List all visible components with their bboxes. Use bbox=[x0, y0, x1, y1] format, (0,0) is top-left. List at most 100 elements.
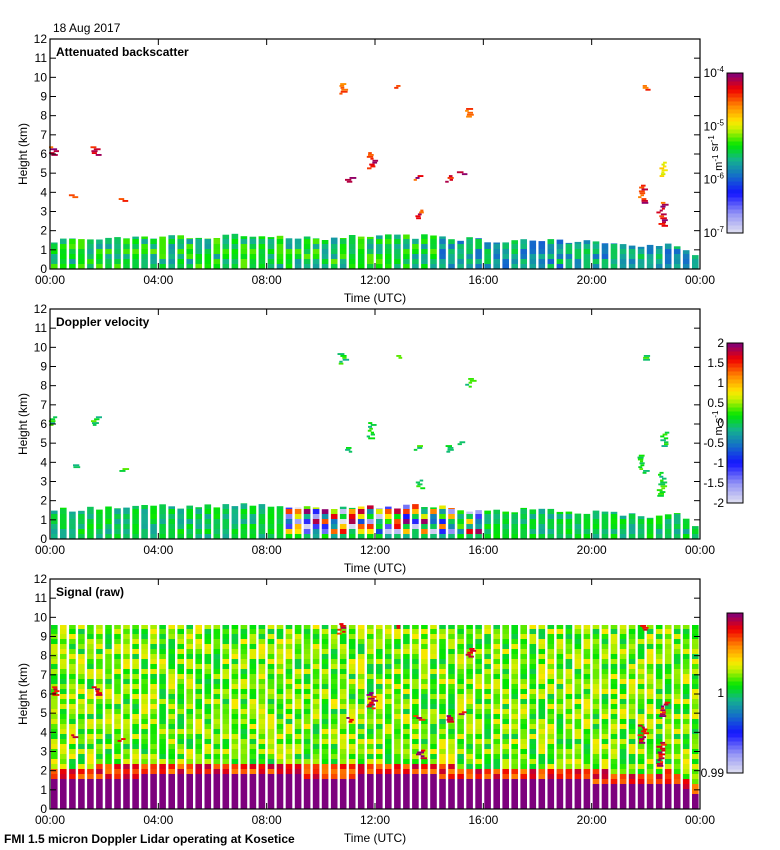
heatmap-cell bbox=[51, 789, 58, 794]
heatmap-cell bbox=[258, 264, 266, 269]
heatmap-cell bbox=[123, 625, 130, 629]
heatmap-cell bbox=[547, 734, 555, 739]
heatmap-cell bbox=[339, 724, 347, 729]
heatmap-cell bbox=[231, 744, 239, 749]
heatmap-cell bbox=[69, 799, 76, 804]
heatmap-cell bbox=[132, 514, 139, 519]
heatmap-cell bbox=[655, 789, 663, 794]
heatmap-cell bbox=[114, 509, 121, 514]
heatmap-cell bbox=[646, 779, 654, 784]
heatmap-cell bbox=[646, 264, 654, 269]
colorbar-swatch bbox=[727, 141, 743, 146]
heatmap-cell bbox=[330, 524, 338, 529]
heatmap-cell bbox=[195, 264, 202, 269]
colorbar-swatch bbox=[727, 133, 743, 138]
heatmap-cell bbox=[412, 524, 419, 529]
heatmap-cell bbox=[96, 739, 103, 744]
heatmap-cell bbox=[421, 739, 428, 744]
heatmap-cell bbox=[258, 639, 266, 644]
heatmap-cell bbox=[213, 654, 221, 659]
heatmap-cell bbox=[430, 654, 437, 659]
heatmap-cell bbox=[132, 259, 139, 264]
cloud-cell bbox=[421, 749, 426, 752]
heatmap-cell bbox=[240, 629, 248, 634]
heatmap-cell bbox=[601, 634, 609, 639]
heatmap-cell bbox=[529, 749, 537, 754]
heatmap-cell bbox=[78, 534, 85, 539]
heatmap-cell bbox=[412, 774, 419, 779]
heatmap-cell bbox=[222, 514, 230, 519]
heatmap-cell bbox=[385, 759, 392, 764]
heatmap-cell bbox=[475, 259, 482, 264]
heatmap-cell bbox=[601, 511, 609, 514]
heatmap-cell bbox=[150, 249, 157, 254]
heatmap-cell bbox=[132, 719, 139, 724]
heatmap-cell bbox=[105, 506, 112, 509]
heatmap-cell bbox=[141, 769, 148, 774]
heatmap-cell bbox=[330, 804, 338, 809]
heatmap-cell bbox=[610, 664, 618, 669]
heatmap-cell bbox=[348, 749, 356, 754]
heatmap-cell bbox=[637, 774, 645, 779]
heatmap-cell bbox=[339, 784, 347, 789]
cloud-cell bbox=[48, 420, 56, 423]
heatmap-cell bbox=[376, 789, 383, 794]
heatmap-cell bbox=[51, 644, 58, 649]
heatmap-cell bbox=[348, 239, 356, 244]
heatmap-cell bbox=[348, 235, 356, 239]
heatmap-cell bbox=[186, 639, 193, 644]
heatmap-cell bbox=[502, 694, 509, 699]
heatmap-cell bbox=[601, 649, 609, 654]
heatmap-cell bbox=[664, 789, 672, 794]
heatmap-cell bbox=[502, 654, 509, 659]
heatmap-cell bbox=[294, 664, 302, 669]
heatmap-cell bbox=[195, 519, 202, 524]
heatmap-cell bbox=[556, 759, 564, 764]
heatmap-cell bbox=[204, 794, 212, 799]
heatmap-cell bbox=[276, 684, 284, 689]
heatmap-cell bbox=[303, 659, 311, 664]
heatmap-cell bbox=[511, 669, 518, 674]
heatmap-cell bbox=[448, 764, 455, 769]
heatmap-cell bbox=[502, 524, 509, 529]
cloud-cell bbox=[656, 489, 663, 492]
cloud-cell bbox=[339, 623, 344, 625]
cloud-cell bbox=[415, 177, 420, 179]
heatmap-cell bbox=[114, 804, 121, 809]
heatmap-cell bbox=[249, 744, 257, 749]
heatmap-cell bbox=[646, 517, 654, 519]
colorbar-tick-label: 10-7 bbox=[704, 225, 725, 240]
heatmap-cell bbox=[394, 789, 401, 794]
heatmap-cell bbox=[276, 774, 284, 779]
heatmap-cell bbox=[412, 625, 419, 629]
heatmap-cell bbox=[105, 639, 112, 644]
colorbar-swatch bbox=[727, 97, 743, 102]
heatmap-cell bbox=[249, 674, 257, 679]
heatmap-cell bbox=[60, 754, 67, 759]
heatmap-cell bbox=[195, 625, 202, 629]
heatmap-cell bbox=[285, 507, 293, 509]
heatmap-cell bbox=[231, 689, 239, 694]
heatmap-cell bbox=[484, 709, 491, 714]
cloud-cell bbox=[660, 741, 666, 744]
heatmap-cell bbox=[51, 764, 58, 769]
heatmap-cell bbox=[664, 534, 672, 539]
heatmap-cell bbox=[682, 794, 690, 799]
heatmap-cell bbox=[78, 649, 85, 654]
heatmap-cell bbox=[692, 639, 699, 644]
heatmap-cell bbox=[159, 254, 166, 259]
cloud-cell bbox=[346, 180, 353, 183]
cloud-cell bbox=[338, 362, 344, 365]
heatmap-cell bbox=[601, 524, 609, 529]
heatmap-cell bbox=[538, 794, 546, 799]
cloud-cell bbox=[660, 205, 666, 208]
heatmap-cell bbox=[348, 694, 356, 699]
heatmap-cell bbox=[69, 689, 76, 694]
heatmap-cell bbox=[547, 684, 555, 689]
x-tick-label: 00:00 bbox=[35, 543, 65, 557]
heatmap-cell bbox=[574, 529, 582, 534]
colorbar-swatch bbox=[727, 153, 743, 158]
heatmap-cell bbox=[601, 789, 609, 794]
heatmap-cell bbox=[376, 634, 383, 639]
heatmap-cell bbox=[502, 534, 509, 539]
